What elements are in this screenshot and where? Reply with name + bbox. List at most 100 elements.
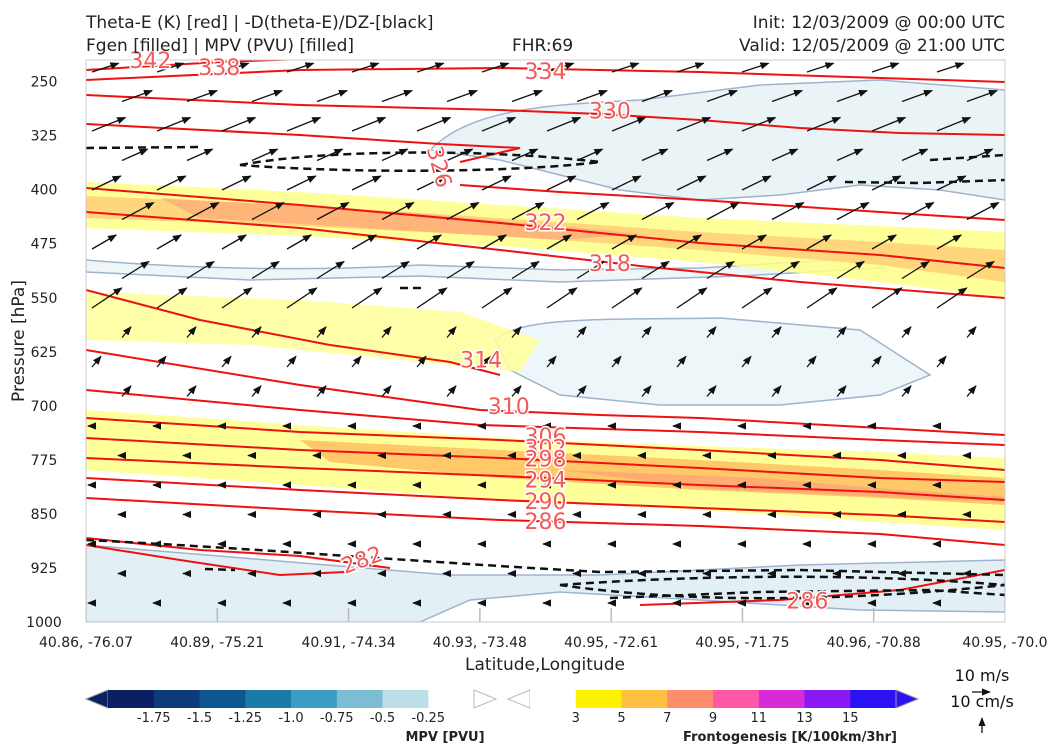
wind-vector xyxy=(966,385,977,397)
wind-vector xyxy=(641,385,652,397)
wind-vector xyxy=(316,385,327,397)
wind-vector xyxy=(806,355,817,368)
wind-vector xyxy=(676,355,687,368)
plot-frame xyxy=(85,59,1006,623)
wind-vector xyxy=(546,287,578,309)
colorbar-cell xyxy=(575,690,623,708)
wind-vector xyxy=(221,234,247,250)
colorbar-cell xyxy=(245,690,292,708)
wind-vector xyxy=(836,326,847,338)
wind-vector xyxy=(511,202,545,221)
wind-vector xyxy=(611,62,640,73)
y-tick-label: 925 xyxy=(31,561,58,577)
wind-vector xyxy=(286,116,322,132)
wind-vector xyxy=(641,89,673,103)
wind-vector xyxy=(121,148,149,162)
wind-vector xyxy=(936,355,947,368)
wind-vector xyxy=(156,287,188,309)
wind-vector xyxy=(806,234,832,250)
x-tick-label: 40.96, -70.88 xyxy=(827,635,921,651)
fgen-colorbar: 3 5 7 9 11 13 15 xyxy=(506,689,920,726)
init-time: Init: 12/03/2009 @ 00:00 UTC xyxy=(752,13,1005,33)
colorbar-extend xyxy=(473,689,498,709)
wind-vector xyxy=(481,62,510,73)
wind-vector xyxy=(381,148,409,162)
wind-vector xyxy=(706,385,717,397)
y-tick-label: 700 xyxy=(31,399,58,415)
wind-vector xyxy=(641,202,675,221)
colorbar-cell xyxy=(336,690,384,708)
wind-vector xyxy=(901,385,912,397)
theta-e-contour-label: 310 xyxy=(488,395,530,420)
wind-vector xyxy=(446,202,480,221)
wind-vector xyxy=(936,62,965,73)
x-tick-label: 40.95, -72.61 xyxy=(564,635,658,651)
wind-vector xyxy=(416,355,427,368)
wind-vector xyxy=(351,116,387,132)
wind-vector xyxy=(836,202,870,221)
colorbar-extend xyxy=(84,689,109,709)
y-tick-label: 850 xyxy=(31,507,58,523)
colorbar-tick-label: -0.25 xyxy=(411,711,445,726)
mpv-colorbar: -1.75 -1.5 -1.25 -1.0 -0.75 -0.5 -0.25 xyxy=(84,689,498,726)
wind-vector xyxy=(576,326,587,338)
wind-vector xyxy=(156,116,192,132)
wind-vector xyxy=(156,355,167,368)
wind-vector xyxy=(156,175,187,191)
wind-vector xyxy=(901,260,930,280)
x-axis-ticks: 40.86, -76.07 40.89, -75.21 40.91, -74.34 4… xyxy=(39,608,1048,651)
wind-vector xyxy=(936,234,962,250)
wind-vector xyxy=(706,202,740,221)
wind-vector xyxy=(91,234,117,250)
colorbar-tick-label: -1.75 xyxy=(137,711,171,726)
wind-vector xyxy=(871,175,902,191)
wind-vector xyxy=(576,385,587,397)
wind-vector xyxy=(286,234,312,250)
wind-vector xyxy=(186,202,220,221)
wind-vector xyxy=(446,385,457,397)
wind-vector xyxy=(511,260,540,280)
wind-vector xyxy=(936,287,968,309)
wind-vector xyxy=(446,89,478,103)
wind-vector xyxy=(511,89,543,103)
wind-vector xyxy=(936,116,972,132)
y-tick-label: 400 xyxy=(31,183,58,199)
wind-vector xyxy=(91,175,122,191)
y-tick-label: 1000 xyxy=(26,615,62,631)
theta-e-contour-label: 322 xyxy=(525,211,567,236)
wind-vector xyxy=(966,148,994,162)
colorbar-tick-label: -1.0 xyxy=(278,711,303,726)
mpv-fill xyxy=(86,79,1005,622)
wind-vector xyxy=(871,287,903,309)
wind-reference: 10 m/s 10 cm/s xyxy=(950,666,1014,733)
wind-vector xyxy=(936,175,967,191)
wind-vector xyxy=(901,202,935,221)
wind-vector xyxy=(641,148,669,162)
wind-vector xyxy=(186,385,197,397)
wind-vector xyxy=(446,148,474,162)
wind-vector xyxy=(221,175,252,191)
wind-vector xyxy=(546,116,582,132)
wind-vector xyxy=(121,260,150,280)
wind-vector xyxy=(121,89,153,103)
wind-vector xyxy=(381,202,415,221)
wind-vector xyxy=(481,175,512,191)
wind-vector xyxy=(576,260,605,280)
x-tick-label: 40.95, -71.75 xyxy=(695,635,789,651)
wind-vector xyxy=(806,287,838,309)
wind-vector xyxy=(966,260,995,280)
wind-vector xyxy=(901,148,929,162)
wind-vector xyxy=(641,260,670,280)
wind-vector xyxy=(576,148,604,162)
colorbar-tick-label: 11 xyxy=(750,711,767,726)
wind-vector xyxy=(611,116,647,132)
wind-vector xyxy=(156,62,185,73)
wind-vector xyxy=(676,116,712,132)
wind-vector xyxy=(741,234,767,250)
theta-e-contour-label: 294 xyxy=(525,468,567,493)
wind-vector xyxy=(901,326,912,338)
colorbar-tick-label: -0.5 xyxy=(370,711,395,726)
wind-vector xyxy=(381,326,392,338)
wind-vector xyxy=(901,89,933,103)
wind-vector xyxy=(91,116,127,132)
